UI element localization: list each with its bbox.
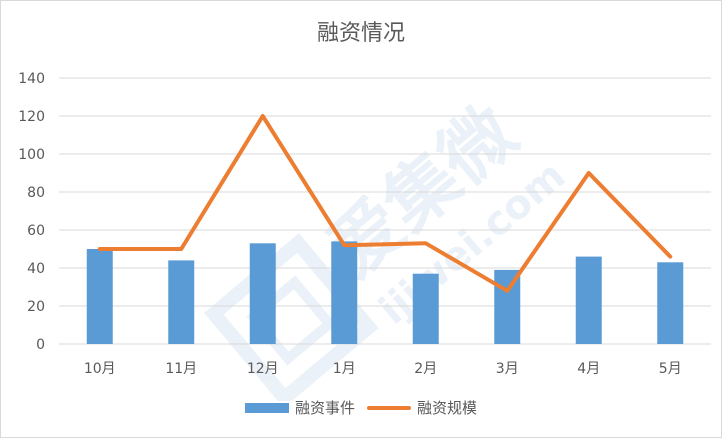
plot-area: 0 20 40 60 80 100 120 140 10月 11月 12月 1月 2月 3月 4月 5月 <box>18 71 711 377</box>
y-tick-label: 60 <box>27 223 45 239</box>
y-axis-ticks: 0 20 40 60 80 100 120 140 <box>18 71 45 353</box>
bar-series <box>86 241 684 344</box>
x-tick-label: 12月 <box>247 361 279 377</box>
x-tick-label: 4月 <box>577 361 600 377</box>
x-axis-ticks: 10月 11月 12月 1月 2月 3月 4月 5月 <box>84 361 682 377</box>
x-tick-label: 2月 <box>414 361 437 377</box>
bar <box>657 262 684 344</box>
y-tick-label: 40 <box>27 261 45 277</box>
bar <box>86 249 113 344</box>
bar <box>412 273 439 344</box>
line-series-path <box>97 114 673 293</box>
bar <box>494 269 521 344</box>
x-tick-label: 10月 <box>84 361 116 377</box>
legend-label-line: 融资规模 <box>417 399 478 417</box>
legend-swatch-bar <box>244 402 289 413</box>
x-tick-label: 1月 <box>333 361 356 377</box>
chart-title: 融资情况 <box>316 21 405 46</box>
line-series <box>97 114 673 293</box>
bar <box>168 260 195 344</box>
bar <box>331 241 358 344</box>
x-tick-label: 5月 <box>659 361 682 377</box>
bar <box>575 256 602 344</box>
y-tick-label: 80 <box>27 185 45 201</box>
y-tick-label: 140 <box>18 71 45 87</box>
legend-item-line: 融资规模 <box>367 397 477 418</box>
legend: 融资事件 融资规模 <box>1 397 721 418</box>
y-tick-label: 0 <box>36 337 45 353</box>
y-tick-label: 120 <box>18 109 45 125</box>
y-tick-label: 20 <box>27 299 45 315</box>
legend-label-bar: 融资事件 <box>294 399 355 417</box>
grid-lines <box>59 77 711 345</box>
legend-swatch-line <box>367 405 411 410</box>
y-tick-label: 100 <box>18 147 45 163</box>
x-tick-label: 11月 <box>165 361 197 377</box>
legend-item-bar: 融资事件 <box>244 397 355 418</box>
bar <box>249 243 276 344</box>
x-tick-label: 3月 <box>496 361 519 377</box>
